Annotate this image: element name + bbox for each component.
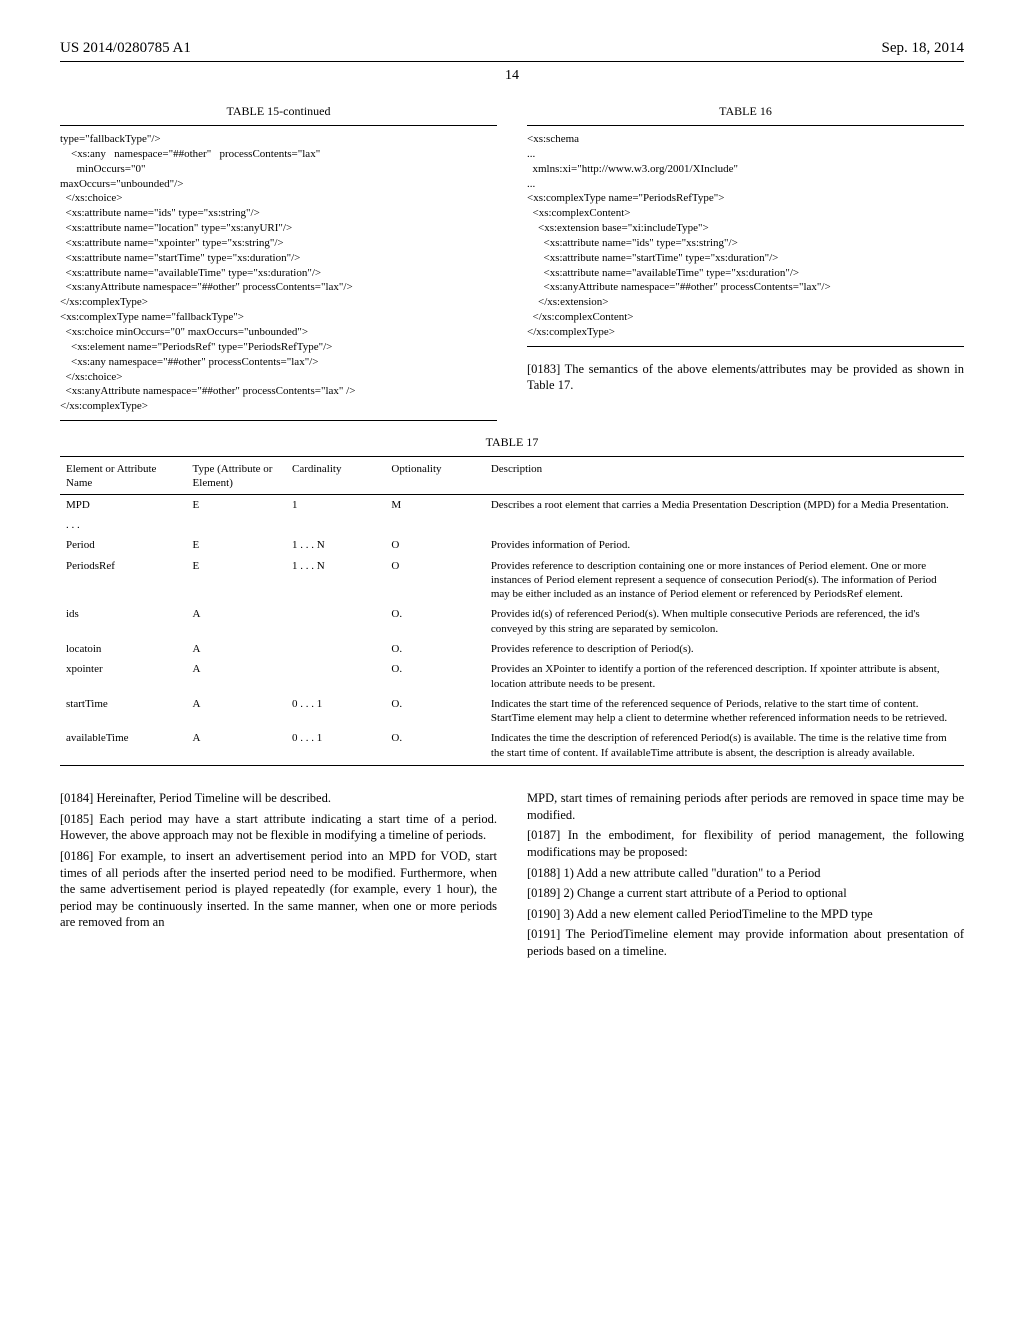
table15-code: type="fallbackType"/> <xs:any namespace=… <box>60 128 497 418</box>
table-cell: 0 . . . 1 <box>286 728 385 763</box>
table-cell: E <box>187 494 286 515</box>
table-cell: Provides id(s) of referenced Period(s). … <box>485 604 964 639</box>
table-cell: 1 <box>286 494 385 515</box>
table17: Element or Attribute Name Type (Attribut… <box>60 459 964 763</box>
table-row: MPDE1MDescribes a root element that carr… <box>60 494 964 515</box>
table-cell: Provides an XPointer to identify a porti… <box>485 659 964 694</box>
table-cell: A <box>187 659 286 694</box>
divider <box>60 125 497 126</box>
table-cell <box>286 659 385 694</box>
table-cell <box>286 639 385 659</box>
para-0188: [0188] 1) Add a new attribute called "du… <box>527 865 964 882</box>
table-cell: ids <box>60 604 187 639</box>
col-header: Optionality <box>385 459 484 494</box>
table16-title: TABLE 16 <box>527 104 964 119</box>
table-cell: availableTime <box>60 728 187 763</box>
para-0184: [0184] Hereinafter, Period Timeline will… <box>60 790 497 807</box>
table17-section: TABLE 17 Element or Attribute Name Type … <box>60 435 964 766</box>
publication-date: Sep. 18, 2014 <box>882 40 965 57</box>
table-cell: xpointer <box>60 659 187 694</box>
top-columns: TABLE 15-continued type="fallbackType"/>… <box>60 98 964 423</box>
table-row: locatoinA O.Provides reference to descrip… <box>60 639 964 659</box>
page-header: US 2014/0280785 A1 Sep. 18, 2014 <box>60 40 964 62</box>
table-cell: O <box>385 535 484 555</box>
right-column: TABLE 16 <xs:schema ... xmlns:xi="http:/… <box>527 98 964 423</box>
table-cell: A <box>187 639 286 659</box>
table-cell <box>286 604 385 639</box>
divider <box>60 456 964 457</box>
table-cell: Period <box>60 535 187 555</box>
left-column: TABLE 15-continued type="fallbackType"/>… <box>60 98 497 423</box>
table-cell <box>187 515 286 535</box>
col-header: Element or Attribute Name <box>60 459 187 494</box>
table-cell: M <box>385 494 484 515</box>
table-cell: Provides reference to description of Per… <box>485 639 964 659</box>
table-cell: E <box>187 556 286 605</box>
table-cell: O. <box>385 639 484 659</box>
table-cell: 1 . . . N <box>286 556 385 605</box>
table-row: availableTimeA0 . . . 1O.Indicates the t… <box>60 728 964 763</box>
col-header: Cardinality <box>286 459 385 494</box>
table-cell: 0 . . . 1 <box>286 694 385 729</box>
table-cell <box>385 515 484 535</box>
para-0191: [0191] The PeriodTimeline element may pr… <box>527 926 964 959</box>
para-0183: [0183] The semantics of the above elemen… <box>527 361 964 394</box>
table-cell: O. <box>385 604 484 639</box>
table-cell: PeriodsRef <box>60 556 187 605</box>
table-cell: A <box>187 604 286 639</box>
table-cell: startTime <box>60 694 187 729</box>
table-row: idsA O.Provides id(s) of referenced Perio… <box>60 604 964 639</box>
col-header: Type (Attribute or Element) <box>187 459 286 494</box>
divider <box>60 765 964 766</box>
table-cell <box>485 515 964 535</box>
para-0187: [0187] In the embodiment, for flexibilit… <box>527 827 964 860</box>
table-row: PeriodsRefE1 . . . NOProvides reference … <box>60 556 964 605</box>
table-row: startTimeA0 . . . 1O.Indicates the start… <box>60 694 964 729</box>
table-cell: locatoin <box>60 639 187 659</box>
table-cell: O. <box>385 694 484 729</box>
bottom-columns: [0184] Hereinafter, Period Timeline will… <box>60 786 964 964</box>
table-cell: Indicates the start time of the referenc… <box>485 694 964 729</box>
table-cell: . . . <box>60 515 187 535</box>
publication-number: US 2014/0280785 A1 <box>60 40 191 57</box>
table-row: . . . <box>60 515 964 535</box>
table-cell: Provides information of Period. <box>485 535 964 555</box>
table15-title: TABLE 15-continued <box>60 104 497 119</box>
table-cell: O. <box>385 728 484 763</box>
table-cell: O. <box>385 659 484 694</box>
divider <box>527 346 964 347</box>
table-cell: Provides reference to description contai… <box>485 556 964 605</box>
table-cell: A <box>187 728 286 763</box>
table-row: xpointerA O.Provides an XPointer to ident… <box>60 659 964 694</box>
para-0186-cont: MPD, start times of remaining periods af… <box>527 790 964 823</box>
para-0186: [0186] For example, to insert an adverti… <box>60 848 497 931</box>
col-header: Description <box>485 459 964 494</box>
table-cell: O <box>385 556 484 605</box>
table-row: PeriodE1 . . . NOProvides information of… <box>60 535 964 555</box>
bottom-right-column: MPD, start times of remaining periods af… <box>527 786 964 964</box>
page-number: 14 <box>60 68 964 84</box>
table-cell <box>286 515 385 535</box>
bottom-left-column: [0184] Hereinafter, Period Timeline will… <box>60 786 497 964</box>
table-cell: Describes a root element that carries a … <box>485 494 964 515</box>
divider <box>60 420 497 421</box>
table-header-row: Element or Attribute Name Type (Attribut… <box>60 459 964 494</box>
para-0189: [0189] 2) Change a current start attribu… <box>527 885 964 902</box>
table-cell: 1 . . . N <box>286 535 385 555</box>
table16-code: <xs:schema ... xmlns:xi="http://www.w3.o… <box>527 128 964 344</box>
table-cell: E <box>187 535 286 555</box>
table-cell: A <box>187 694 286 729</box>
divider <box>527 125 964 126</box>
table-cell: MPD <box>60 494 187 515</box>
para-0190: [0190] 3) Add a new element called Perio… <box>527 906 964 923</box>
table17-title: TABLE 17 <box>60 435 964 450</box>
para-0185: [0185] Each period may have a start attr… <box>60 811 497 844</box>
table-cell: Indicates the time the description of re… <box>485 728 964 763</box>
